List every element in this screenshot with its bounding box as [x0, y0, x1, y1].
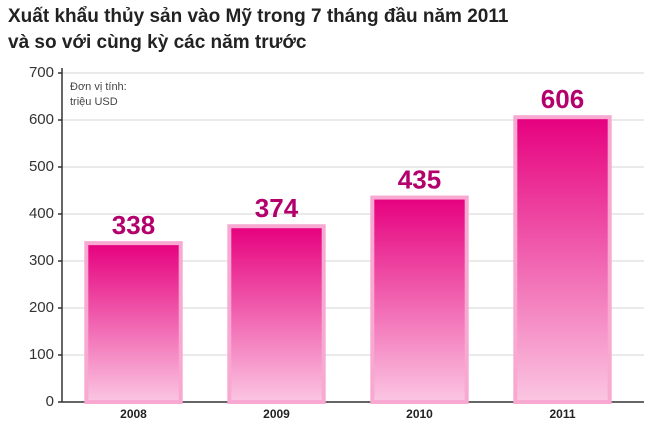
value-label: 606 — [541, 84, 584, 114]
chart-title: Xuất khẩu thủy sản vào Mỹ trong 7 tháng … — [8, 6, 509, 27]
value-label: 374 — [255, 193, 299, 223]
bar — [513, 115, 612, 405]
y-tick-label: 600 — [29, 111, 54, 128]
chart-title: và so với cùng kỳ các năm trước — [8, 32, 307, 53]
y-tick-label: 400 — [29, 205, 54, 222]
y-tick-label: 300 — [29, 252, 54, 269]
unit-note: Đơn vị tính: — [70, 81, 127, 93]
x-tick-label: 2010 — [406, 407, 433, 421]
bar — [370, 195, 469, 404]
x-tick-label: 2011 — [549, 407, 575, 421]
y-tick-label: 500 — [29, 158, 54, 175]
value-label: 435 — [398, 164, 441, 194]
y-tick-label: 200 — [29, 299, 54, 316]
bar — [227, 224, 326, 404]
y-tick-label: 100 — [29, 346, 54, 363]
unit-note: triệu USD — [70, 96, 118, 108]
value-label: 338 — [112, 210, 155, 240]
bar — [84, 241, 183, 404]
y-tick-label: 0 — [46, 393, 54, 410]
y-tick-label: 700 — [29, 64, 54, 81]
x-tick-label: 2009 — [263, 407, 290, 421]
x-tick-label: 2008 — [120, 407, 147, 421]
